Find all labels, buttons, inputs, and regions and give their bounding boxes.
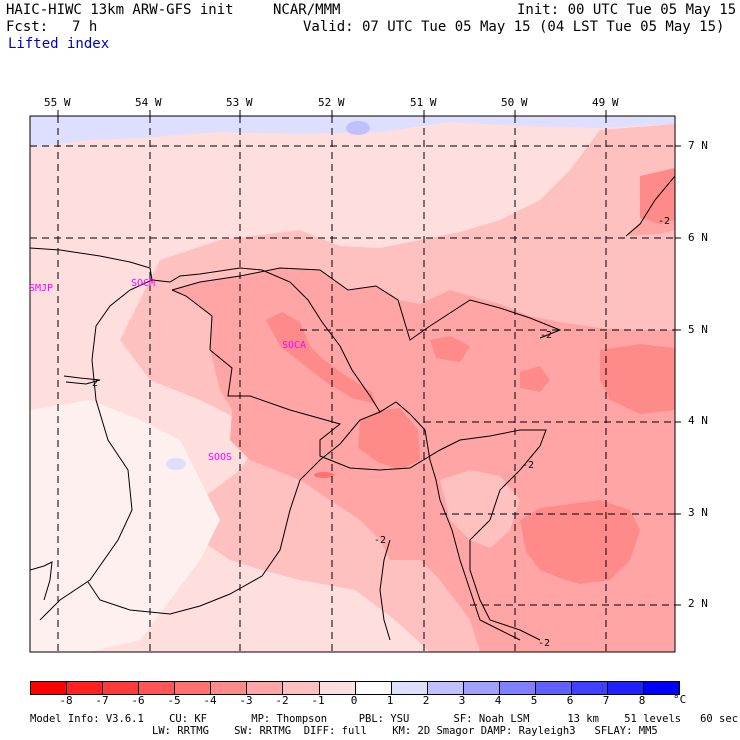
shade-minus3-f (520, 366, 550, 392)
lat-label-3n: 3 N (688, 506, 708, 519)
colorbar-swatch (247, 682, 284, 694)
colorbar-tick-label: -8 (59, 694, 73, 707)
colorbar-swatch (211, 682, 248, 694)
border-suriname-west (39, 279, 153, 621)
lat-label-4n: 4 N (688, 414, 708, 427)
lat-label-6n: 6 N (688, 231, 708, 244)
org-label: NCAR/MMM (273, 2, 341, 18)
colorbar-swatch (608, 682, 645, 694)
station-smjp: SMJP (29, 283, 54, 294)
colorbar-swatch (391, 682, 428, 694)
colorbar-tick-label: 1 (386, 694, 394, 707)
colorbar-tick-label: 3 (458, 694, 466, 707)
forecast-label: Fcst: (6, 19, 49, 35)
colorbar-tick-label: -2 (275, 694, 289, 707)
colorbar-swatch (31, 682, 68, 694)
contour-label-3: -2 (86, 378, 99, 389)
colorbar-tick-label: 8 (638, 694, 646, 707)
colorbar-swatch (463, 682, 500, 694)
colorbar-tick-label: -7 (95, 694, 109, 707)
colorbar-unit: °C (673, 693, 687, 706)
station-soos: SOOS (208, 452, 233, 463)
field-name: Lifted index (8, 36, 110, 52)
colorbar-tick-label: 7 (602, 694, 610, 707)
contour-minus2-e (63, 375, 101, 385)
shade-minus3-a (266, 312, 376, 404)
colorbar-tick-label: 6 (566, 694, 574, 707)
lon-label-54w: 54 W (135, 96, 162, 109)
contour-minus2-a (171, 267, 562, 341)
contour-label-1: -2 (540, 330, 553, 341)
station-socm: SOCM (131, 278, 156, 289)
colorbar-tick-label: -1 (311, 694, 325, 707)
colorbar-swatch (355, 682, 392, 694)
colorbar-swatch (571, 682, 608, 694)
colorbar-swatch (283, 682, 320, 694)
init-time: Init: 00 UTC Tue 05 May 15 (517, 2, 737, 18)
colorbar-tick-label: -5 (167, 694, 181, 707)
colorbar-swatch (644, 682, 680, 694)
shade-blue-small (166, 458, 186, 470)
contour-label-6: -2 (538, 638, 551, 649)
footer-model-info: Model Info: V3.6.1 CU: KF MP: Thompson P… (30, 713, 739, 725)
lon-label-53w: 53 W (226, 96, 253, 109)
colorbar-tick-label: 0 (350, 694, 358, 707)
footer-physics-info: LW: RRTMG SW: RRTMG DIFF: full KM: 2D Sm… (152, 725, 658, 737)
colorbar-tick-label: -4 (203, 694, 217, 707)
lon-label-52w: 52 W (318, 96, 345, 109)
colorbar-tick-label: 2 (422, 694, 430, 707)
contour-minus2-f (171, 289, 213, 351)
lon-label-49w: 49 W (592, 96, 619, 109)
contour-label-5: -2 (374, 535, 387, 546)
colorbar-swatch (499, 682, 536, 694)
coastline-northwest (30, 247, 521, 641)
lat-label-2n: 2 N (688, 597, 708, 610)
shade-blue-patch (346, 121, 370, 135)
shade-minus3-b (358, 408, 420, 470)
colorbar-tick-label: 4 (494, 694, 502, 707)
lon-label-50w: 50 W (501, 96, 528, 109)
shade-minus3-g (430, 336, 470, 362)
model-title: HAIC-HIWC 13km ARW-GFS init (6, 2, 234, 18)
station-soca: SOCA (282, 340, 307, 351)
shade-minus3-d (600, 344, 675, 414)
colorbar (30, 681, 680, 695)
river-border-east (30, 561, 53, 601)
contour-label-4: -2 (522, 460, 535, 471)
colorbar-swatch (175, 682, 212, 694)
forecast-hour: 7 h (72, 19, 98, 35)
contour-label-2: -2 (658, 216, 671, 227)
colorbar-swatch (103, 682, 140, 694)
colorbar-swatch (427, 682, 464, 694)
shade-minus3-dot (314, 472, 334, 478)
contour-minus2-b (209, 349, 547, 641)
colorbar-swatch (139, 682, 176, 694)
shade-minus3-c (520, 500, 640, 584)
colorbar-swatch (67, 682, 104, 694)
colorbar-tick-label: -6 (131, 694, 145, 707)
map-frame (29, 115, 676, 653)
colorbar-tick-label: -3 (239, 694, 253, 707)
lat-label-7n: 7 N (688, 139, 708, 152)
border-suriname-south (87, 411, 381, 615)
lat-label-5n: 5 N (688, 323, 708, 336)
lon-label-55w: 55 W (44, 96, 71, 109)
valid-time: Valid: 07 UTC Tue 05 May 15 (04 LST Tue … (303, 19, 725, 35)
lon-label-51w: 51 W (410, 96, 437, 109)
colorbar-swatch (319, 682, 356, 694)
colorbar-swatch (535, 682, 572, 694)
tick-marks (57, 110, 681, 606)
contour-minus2-d (379, 539, 391, 641)
colorbar-tick-label: 5 (530, 694, 538, 707)
contour-minus2-c (625, 175, 675, 237)
